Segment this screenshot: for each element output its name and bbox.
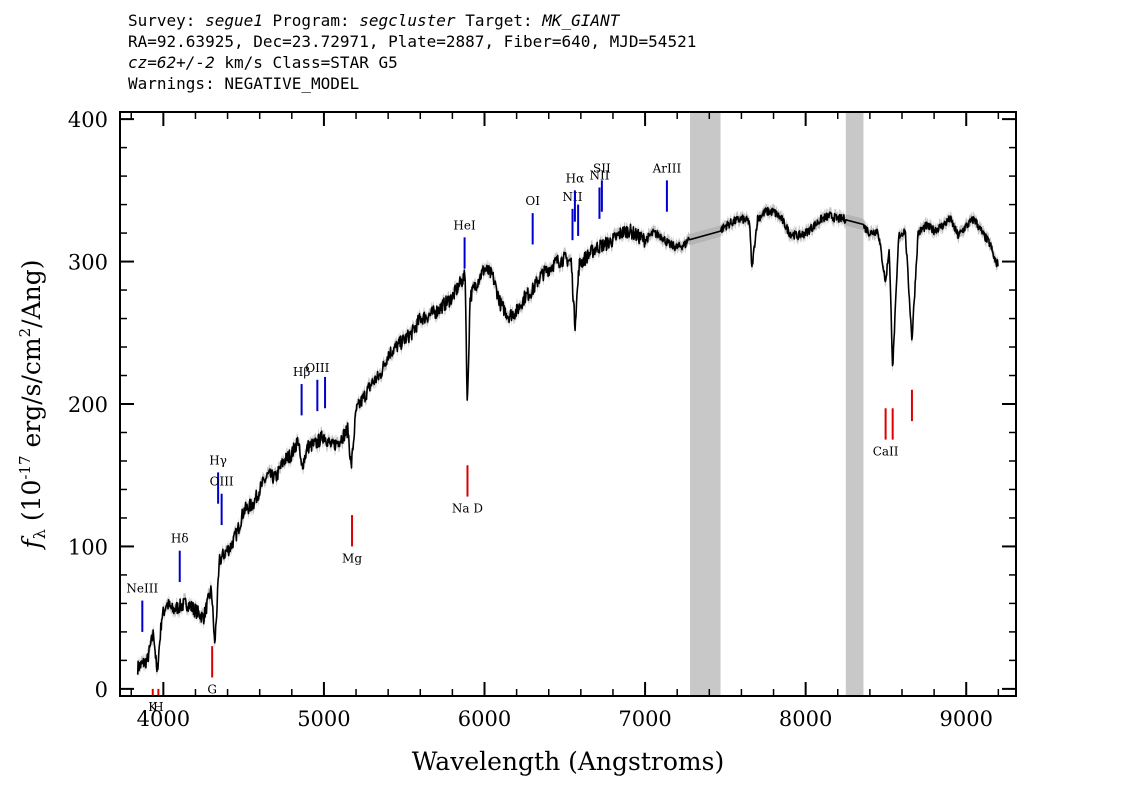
line-label-17: H <box>153 700 163 714</box>
line-label-15: ArIII <box>652 161 682 175</box>
x-tick-label: 9000 <box>939 707 992 731</box>
masked-region-1 <box>690 112 721 696</box>
y-tick-label: 300 <box>68 251 108 275</box>
plot-header: Survey: segue1 Program: segcluster Targe… <box>128 10 696 94</box>
line-label-9: OI <box>525 194 540 208</box>
y-tick-label: 100 <box>68 535 108 559</box>
x-tick-label: 4000 <box>137 707 190 731</box>
program-value: segcluster <box>359 11 456 30</box>
masked-regions <box>690 112 864 696</box>
line-label-18: G <box>207 682 217 696</box>
header-line-4: Warnings: NEGATIVE_MODEL <box>128 74 360 93</box>
header-line-3: cz=62+/-2 km/s Class=STAR G5 <box>128 53 398 72</box>
line-label-5: Hβ <box>293 365 310 379</box>
x-tick-label: 7000 <box>618 707 671 731</box>
line-label-11: Hα <box>566 171 585 185</box>
cz-value: cz=62+/-2 <box>128 53 215 72</box>
axis-ticks: 4000 5000 6000 7000 8000 9000 0 100 200 300 400 <box>68 108 1016 731</box>
line-label-2: Hδ <box>171 532 189 546</box>
line-label-14: SII <box>593 161 611 175</box>
y-tick-label: 400 <box>68 108 108 132</box>
y-tick-label: 0 <box>95 678 108 702</box>
line-label-16: K <box>148 700 158 714</box>
line-label-8: HeI <box>453 218 476 232</box>
survey-value: segue1 <box>205 11 263 30</box>
x-tick-label: 8000 <box>779 707 832 731</box>
line-label-19: Mg <box>342 551 362 565</box>
target-value: MK_GIANT <box>542 11 620 30</box>
x-axis-label: Wavelength (Angstroms) <box>412 747 724 776</box>
x-tick-label: 5000 <box>297 707 350 731</box>
line-label-13: NII <box>589 168 609 182</box>
line-label-1: NeIII <box>126 582 158 596</box>
masked-region-2 <box>845 112 864 696</box>
line-label-3: Hγ <box>209 453 227 467</box>
line-label-4: OIII <box>210 475 234 489</box>
y-axis-label: fλ (10-17 erg/s/cm2/Ang) <box>16 259 49 550</box>
header-line-1: Survey: segue1 Program: segcluster Targe… <box>128 11 620 30</box>
spectrum-series <box>136 206 999 675</box>
line-label-20: Na D <box>452 502 483 516</box>
line-label-10: NII <box>563 190 583 204</box>
error-band-area <box>137 202 998 681</box>
y-tick-label: 200 <box>68 393 108 417</box>
spectrum-line <box>136 206 999 675</box>
x-tick-label: 6000 <box>458 707 511 731</box>
error-band <box>137 202 998 681</box>
line-label-6: OIII <box>305 361 329 375</box>
line-label-21: CaII <box>873 445 899 459</box>
header-line-2: RA=92.63925, Dec=23.72971, Plate=2887, F… <box>128 32 697 51</box>
